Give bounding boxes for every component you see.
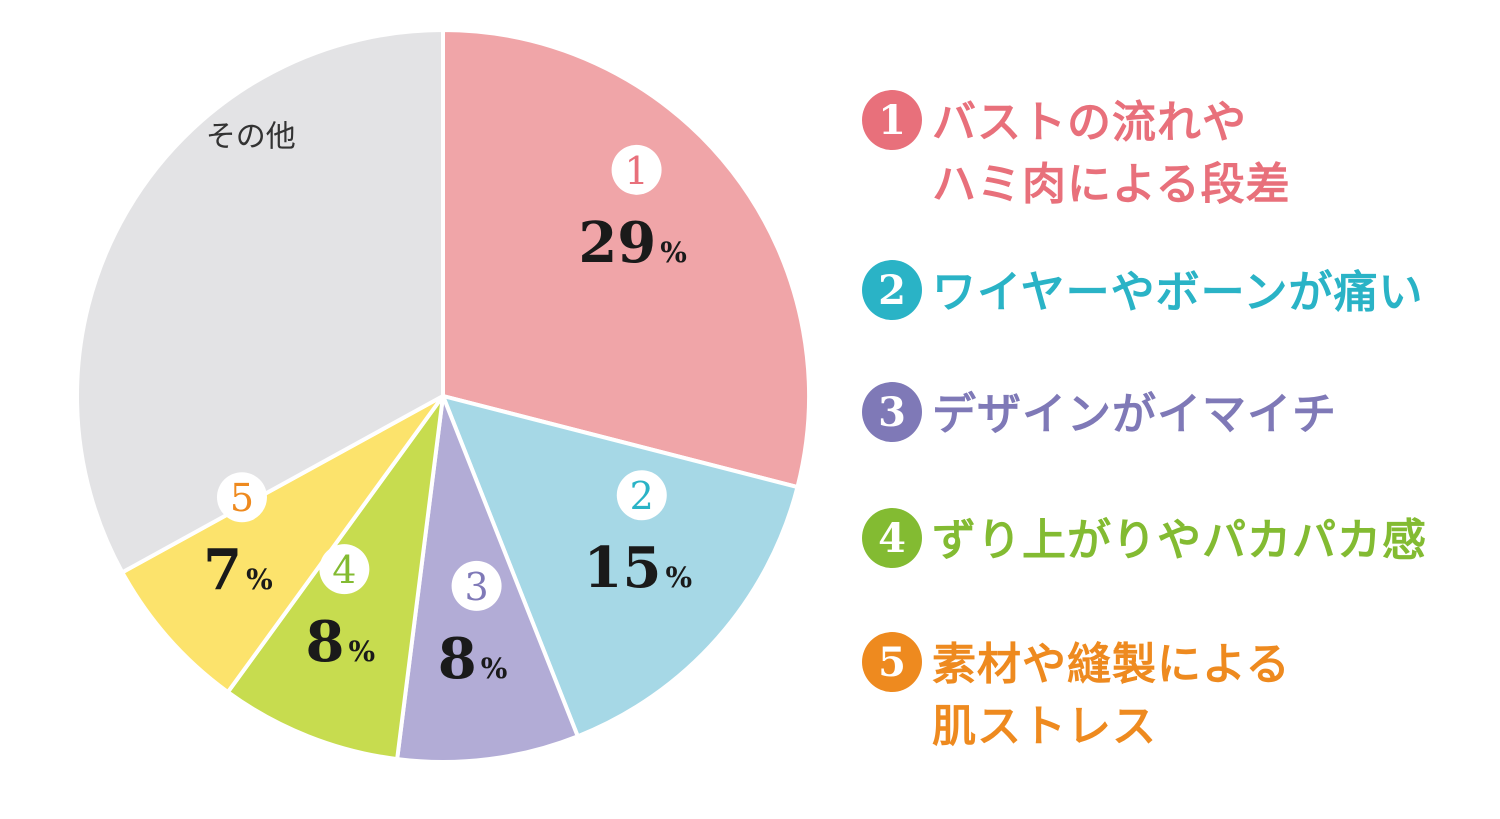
slice-rank-2: 2 bbox=[630, 474, 654, 518]
legend-badge-4: 4 bbox=[862, 508, 922, 568]
slice-label-4: 48% bbox=[306, 544, 376, 675]
pie-chart: 129 %215 %38 %48 %57 %その他 bbox=[75, 27, 811, 763]
slice-badge-2 bbox=[616, 470, 667, 521]
slice-label-2: 215% bbox=[584, 470, 693, 601]
slice-label-1: 129% bbox=[578, 144, 687, 276]
slice-label-other: その他 bbox=[206, 119, 296, 154]
pie-slice-2 bbox=[439, 393, 800, 739]
legend-item-2: 2 ワイヤーやボーンが痛い bbox=[862, 260, 1424, 324]
legend-badge-2: 2 bbox=[862, 260, 922, 320]
slice-rank-4: 4 bbox=[332, 548, 356, 592]
slice-badge-4 bbox=[319, 544, 370, 595]
slice-label-3: 38% bbox=[438, 560, 508, 692]
legend-label-5: 素材や縫製による 肌ストレス bbox=[932, 639, 1291, 752]
legend-item-5: 5 素材や縫製による 肌ストレス bbox=[862, 632, 1291, 758]
slice-badge-5 bbox=[216, 472, 267, 523]
legend-badge-5: 5 bbox=[862, 632, 922, 692]
slice-badge-3 bbox=[451, 560, 502, 611]
pie-slice-1 bbox=[441, 27, 811, 490]
legend-label-3: デザインがイマイチ bbox=[932, 389, 1337, 440]
legend-item-1: 1 バストの流れや ハミ肉による段差 bbox=[862, 90, 1291, 216]
pie-slice-other bbox=[75, 27, 445, 576]
slice-value-4: 8% bbox=[306, 609, 376, 675]
slice-value-5: 7% bbox=[203, 537, 273, 603]
legend: 1 バストの流れや ハミ肉による段差 2 ワイヤーやボーンが痛い 3 デザインが… bbox=[862, 0, 1492, 819]
slice-rank-1: 1 bbox=[624, 149, 648, 193]
slice-rank-3: 3 bbox=[464, 565, 488, 609]
slice-value-3: 8% bbox=[438, 626, 508, 692]
legend-item-4: 4 ずり上がりやパカパカ感 bbox=[862, 508, 1427, 572]
legend-badge-1: 1 bbox=[862, 90, 922, 150]
pie-slice-5 bbox=[119, 394, 445, 695]
legend-label-2: ワイヤーやボーンが痛い bbox=[932, 267, 1424, 318]
slice-badge-1 bbox=[611, 144, 662, 195]
slice-rank-5: 5 bbox=[230, 476, 254, 520]
slice-value-2: 15% bbox=[584, 535, 693, 601]
slice-value-1: 29% bbox=[578, 210, 687, 276]
legend-item-3: 3 デザインがイマイチ bbox=[862, 382, 1337, 446]
legend-label-1: バストの流れや ハミ肉による段差 bbox=[932, 97, 1291, 210]
legend-label-4: ずり上がりやパカパカ感 bbox=[932, 515, 1427, 566]
legend-badge-3: 3 bbox=[862, 382, 922, 442]
slice-label-5: 57% bbox=[203, 472, 273, 603]
